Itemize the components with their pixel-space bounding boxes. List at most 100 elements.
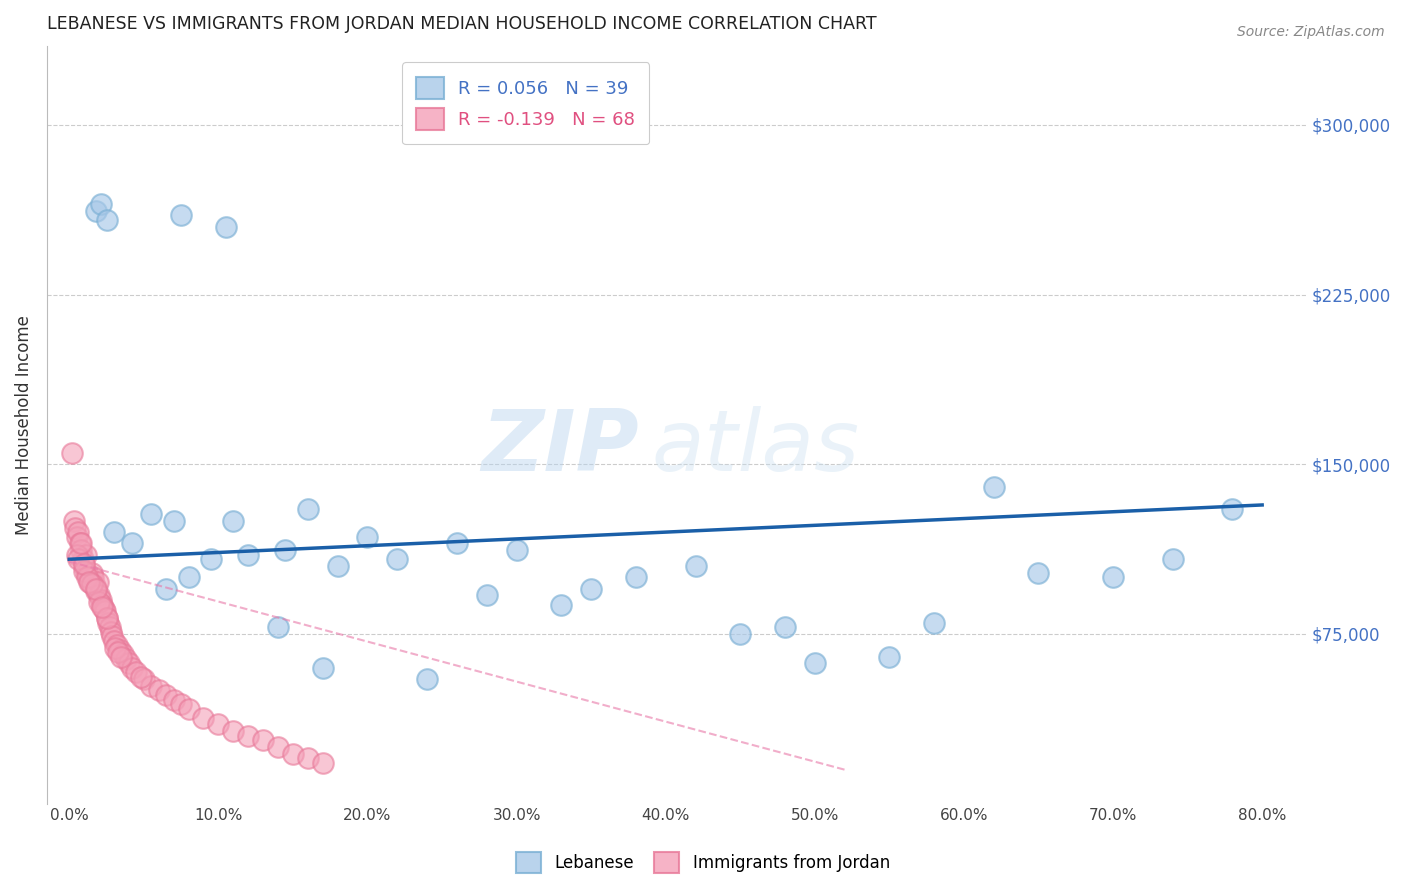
Point (101, 629, 124, 643)
Point (84, 582, 107, 596)
Point (115, 652, 138, 666)
Point (356, 530, 378, 544)
Point (177, 570, 200, 584)
Point (96, 213, 118, 227)
Point (79, 574, 101, 589)
Point (91, 599, 114, 614)
Point (70, 543, 93, 558)
Point (475, 589, 498, 603)
Point (84, 203, 107, 218)
Point (94, 604, 117, 618)
Point (93, 602, 115, 616)
Point (222, 514, 245, 528)
Point (70, 536, 93, 550)
Point (66, 548, 89, 562)
Point (84, 583, 107, 598)
Text: Source: ZipAtlas.com: Source: ZipAtlas.com (1237, 25, 1385, 39)
Point (90, 197, 112, 211)
Point (83, 579, 105, 593)
Point (100, 624, 122, 639)
Point (222, 724, 245, 739)
Point (73, 557, 96, 571)
Point (105, 638, 128, 652)
Point (141, 679, 163, 693)
Point (730, 627, 752, 641)
Point (177, 701, 200, 715)
Point (121, 661, 143, 675)
Point (76, 566, 98, 580)
Point (550, 598, 572, 612)
Point (773, 620, 796, 634)
Text: ZIP: ZIP (481, 406, 640, 489)
Point (252, 733, 274, 747)
Point (96, 611, 118, 625)
Point (624, 570, 647, 584)
Point (108, 642, 131, 657)
Point (121, 536, 143, 550)
Point (207, 717, 229, 731)
Point (73, 564, 96, 578)
Point (96, 611, 118, 625)
Point (97, 615, 120, 630)
Point (274, 543, 297, 558)
Point (983, 480, 1005, 494)
Point (162, 514, 184, 528)
Point (72, 552, 94, 566)
Point (326, 559, 349, 574)
Text: atlas: atlas (652, 406, 859, 489)
Point (125, 665, 148, 680)
Point (98, 620, 121, 634)
Point (129, 670, 152, 684)
Text: LEBANESE VS IMMIGRANTS FROM JORDAN MEDIAN HOUSEHOLD INCOME CORRELATION CHART: LEBANESE VS IMMIGRANTS FROM JORDAN MEDIA… (46, 15, 876, 33)
Point (75, 548, 97, 562)
Point (312, 756, 335, 770)
Point (297, 502, 319, 516)
Point (67, 552, 90, 566)
Point (579, 582, 602, 596)
Point (86, 574, 108, 589)
Point (267, 620, 290, 634)
Point (387, 552, 409, 566)
Point (200, 552, 222, 566)
Point (170, 697, 193, 711)
Point (132, 672, 155, 686)
Point (170, 208, 193, 222)
Point (67, 525, 90, 540)
Point (90, 593, 112, 607)
Point (505, 543, 527, 558)
Legend: R = 0.056   N = 39, R = -0.139   N = 68: R = 0.056 N = 39, R = -0.139 N = 68 (402, 62, 650, 145)
Point (1028, 566, 1050, 580)
Point (804, 657, 827, 671)
Point (1102, 570, 1125, 584)
Point (155, 688, 177, 702)
Point (1220, 502, 1243, 516)
Point (215, 219, 238, 234)
Point (77, 570, 100, 584)
Point (111, 648, 134, 662)
Point (87, 589, 110, 603)
Point (62, 514, 84, 528)
Point (148, 683, 170, 698)
Point (87, 595, 110, 609)
Point (91, 598, 114, 612)
Point (103, 633, 125, 648)
Point (922, 615, 945, 630)
Point (238, 548, 260, 562)
Point (193, 711, 215, 725)
Point (80, 577, 103, 591)
Legend: Lebanese, Immigrants from Jordan: Lebanese, Immigrants from Jordan (509, 846, 897, 880)
Point (104, 640, 127, 655)
Point (80, 566, 103, 580)
Point (267, 740, 290, 755)
Y-axis label: Median Household Income: Median Household Income (15, 315, 32, 534)
Point (76, 570, 98, 584)
Point (63, 520, 86, 534)
Point (162, 692, 184, 706)
Point (155, 582, 177, 596)
Point (416, 672, 439, 686)
Point (60, 446, 83, 460)
Point (73, 559, 96, 574)
Point (77, 574, 100, 589)
Point (107, 645, 129, 659)
Point (1161, 552, 1184, 566)
